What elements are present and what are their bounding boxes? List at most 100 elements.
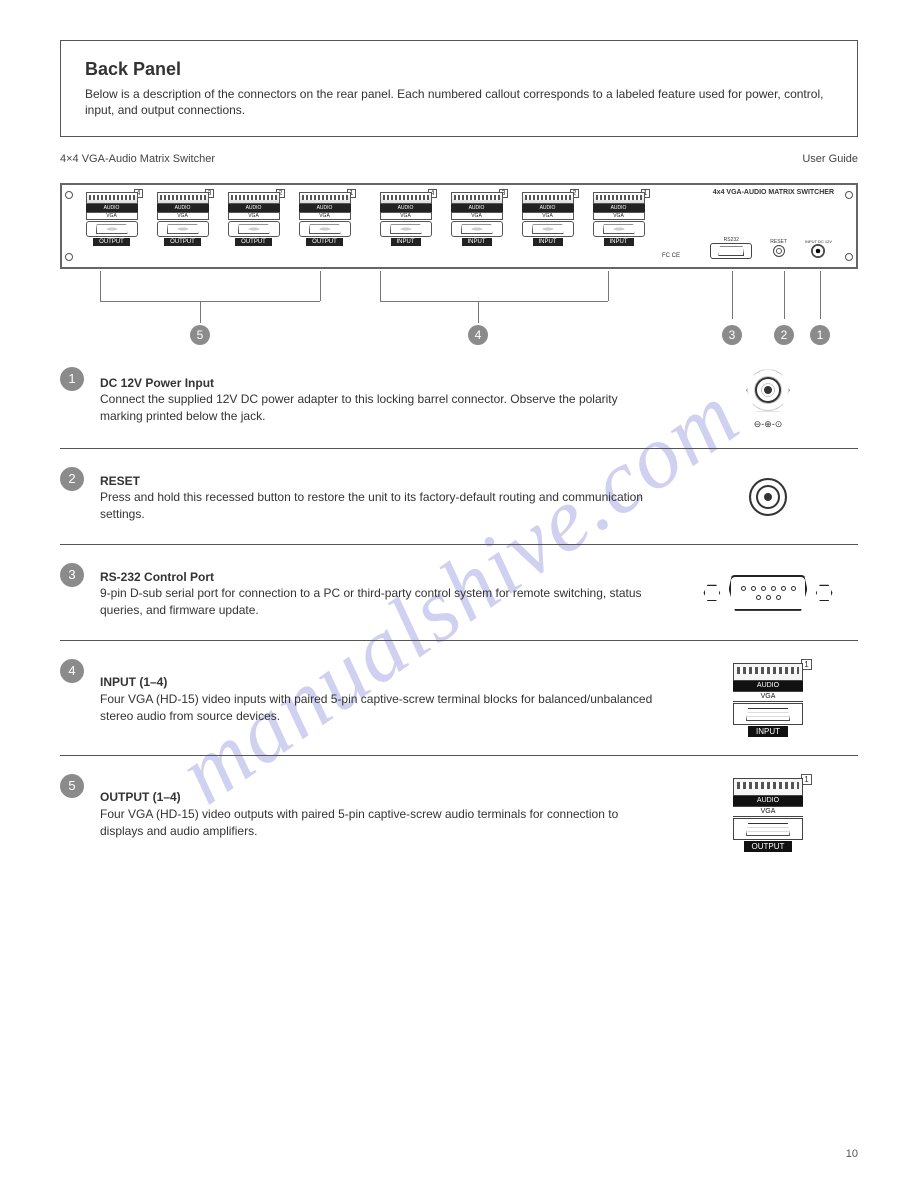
feature-desc: Four VGA (HD-15) video inputs with paire…	[100, 692, 652, 723]
callout-line	[380, 301, 608, 302]
page-subheader: 4×4 VGA-Audio Matrix Switcher User Guide	[60, 153, 858, 165]
vga-port-icon	[299, 221, 351, 237]
rs232-figure	[678, 568, 858, 618]
input-label: INPUT	[604, 238, 634, 246]
feature-row: 1 DC 12V Power Input Connect the supplie…	[60, 349, 858, 449]
input-module-figure: 1 AUDIO VGA INPUT	[678, 659, 858, 737]
subheader-right: User Guide	[802, 153, 858, 165]
feature-row: 4 INPUT (1–4) Four VGA (HD-15) video inp…	[60, 641, 858, 756]
feature-number: 2	[60, 467, 84, 491]
feature-desc: 9-pin D-sub serial port for connection t…	[100, 586, 642, 617]
vga-label: VGA	[86, 212, 138, 220]
vga-port-icon	[157, 221, 209, 237]
feature-title: RESET	[100, 474, 140, 488]
audio-terminal-icon	[86, 192, 138, 204]
audio-label: AUDIO	[380, 204, 432, 212]
callout-line	[820, 271, 821, 319]
dc-jack-icon	[745, 367, 791, 413]
callout-number-3: 3	[722, 325, 742, 345]
callout-line	[320, 271, 321, 301]
reset-button-icon: RESET	[770, 238, 787, 257]
audio-terminal-icon	[228, 192, 280, 204]
feature-title: OUTPUT (1–4)	[100, 790, 181, 804]
audio-label: AUDIO	[157, 204, 209, 212]
feature-row: 3 RS-232 Control Port 9-pin D-sub serial…	[60, 545, 858, 641]
output-label: OUTPUT	[93, 238, 130, 246]
output-module: 4 AUDIO VGA OUTPUT	[78, 189, 145, 263]
vga-port-icon	[380, 221, 432, 237]
callout-number-5: 5	[190, 325, 210, 345]
feature-text: DC 12V Power Input Connect the supplied …	[100, 373, 662, 425]
input-module-icon: 1 AUDIO VGA INPUT	[724, 659, 812, 737]
vga-label: VGA	[451, 212, 503, 220]
feature-title: DC 12V Power Input	[100, 376, 214, 390]
callout-line	[608, 271, 609, 301]
vga-label: VGA	[299, 212, 351, 220]
section-description: Below is a description of the connectors…	[85, 86, 833, 118]
audio-terminal-icon	[733, 663, 803, 681]
input-label: INPUT	[391, 238, 421, 246]
feature-number: 1	[60, 367, 84, 391]
feature-desc: Press and hold this recessed button to r…	[100, 490, 643, 521]
rack-screw-icon	[65, 191, 73, 199]
feature-title: RS-232 Control Port	[100, 570, 214, 584]
feature-text: RESET Press and hold this recessed butto…	[100, 471, 662, 523]
panel-right-area: 4x4 VGA-AUDIO MATRIX SWITCHER FC CE RS23…	[654, 185, 842, 267]
callout-line	[100, 271, 101, 301]
audio-label: AUDIO	[593, 204, 645, 212]
reset-button-figure	[678, 478, 858, 516]
dc-jack-figure: ⊖-⊕-⊙	[678, 367, 858, 430]
input-module-group: 4 AUDIO VGA INPUT 3 AUDIO VGA INPUT	[370, 185, 654, 267]
feature-title: INPUT (1–4)	[100, 675, 167, 689]
output-module-figure: 1 AUDIO VGA OUTPUT	[678, 774, 858, 852]
callout-line	[380, 271, 381, 301]
output-module-icon: 1 AUDIO VGA OUTPUT	[724, 774, 812, 852]
vga-label: VGA	[228, 212, 280, 220]
feature-row: 2 RESET Press and hold this recessed but…	[60, 449, 858, 545]
dc-jack-icon: INPUT DC 12V	[805, 238, 832, 258]
audio-terminal-icon	[451, 192, 503, 204]
output-module: 1 AUDIO VGA OUTPUT	[291, 189, 358, 263]
output-label: OUTPUT	[306, 238, 343, 246]
reset-button-icon	[749, 478, 787, 516]
input-module: 3 AUDIO VGA INPUT	[443, 189, 510, 263]
subheader-left: 4×4 VGA-Audio Matrix Switcher	[60, 153, 215, 165]
vga-port-icon	[522, 221, 574, 237]
input-module: 4 AUDIO VGA INPUT	[372, 189, 439, 263]
audio-label: AUDIO	[299, 204, 351, 212]
vga-label: VGA	[522, 212, 574, 220]
section-title: Back Panel	[85, 59, 833, 80]
output-label: OUTPUT	[164, 238, 201, 246]
audio-terminal-icon	[733, 778, 803, 796]
module-type-label: INPUT	[748, 726, 788, 737]
page-number: 10	[846, 1148, 858, 1160]
feature-text: RS-232 Control Port 9-pin D-sub serial p…	[100, 567, 662, 619]
callout-line	[478, 301, 479, 323]
feature-desc: Four VGA (HD-15) video outputs with pair…	[100, 807, 618, 838]
vga-port-icon	[593, 221, 645, 237]
rear-panel-diagram: 4 AUDIO VGA OUTPUT 3 AUDIO VGA OUTPUT	[60, 183, 858, 269]
feature-number: 3	[60, 563, 84, 587]
vga-label: VGA	[157, 212, 209, 220]
input-module: 2 AUDIO VGA INPUT	[514, 189, 581, 263]
callout-line	[732, 271, 733, 319]
feature-row: 5 OUTPUT (1–4) Four VGA (HD-15) video ou…	[60, 756, 858, 870]
callout-number-2: 2	[774, 325, 794, 345]
feature-desc: Connect the supplied 12V DC power adapte…	[100, 392, 618, 423]
audio-label: AUDIO	[522, 204, 574, 212]
vga-port-icon	[451, 221, 503, 237]
callout-number-4: 4	[468, 325, 488, 345]
vga-port-icon	[228, 221, 280, 237]
input-label: INPUT	[533, 238, 563, 246]
vga-label: VGA	[733, 691, 803, 702]
rack-screw-icon	[845, 253, 853, 261]
rs232-connector-icon	[703, 568, 833, 618]
feature-number: 4	[60, 659, 84, 683]
audio-label: AUDIO	[451, 204, 503, 212]
vga-label: VGA	[593, 212, 645, 220]
rack-screw-icon	[65, 253, 73, 261]
audio-label: AUDIO	[733, 796, 803, 806]
audio-terminal-icon	[522, 192, 574, 204]
audio-terminal-icon	[593, 192, 645, 204]
output-module: 3 AUDIO VGA OUTPUT	[149, 189, 216, 263]
